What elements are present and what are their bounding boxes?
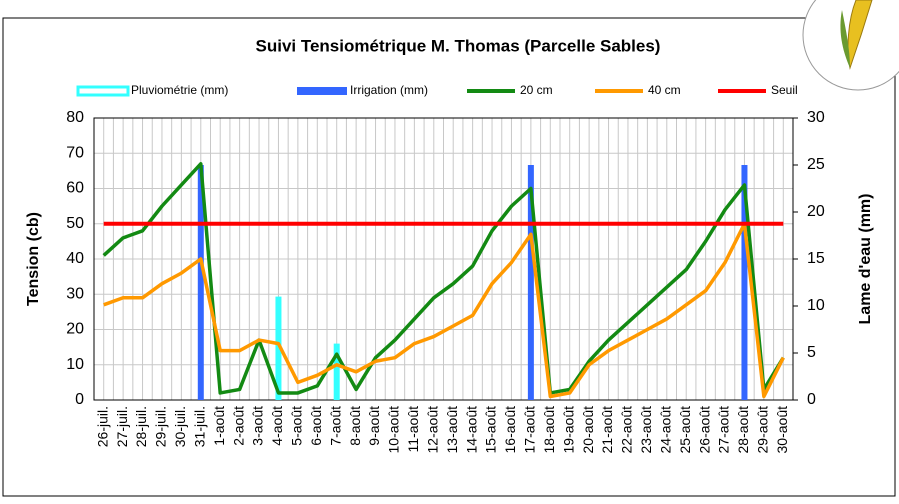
x-tick-label: 21-août [599, 406, 615, 454]
x-tick-label: 11-août [405, 406, 421, 453]
y2-tick-label: 15 [807, 250, 825, 267]
x-tick-label: 9-août [366, 406, 382, 446]
y-tick-label: 10 [66, 356, 84, 373]
x-tick-label: 30-août [774, 406, 790, 454]
x-tick-label: 29-juil. [153, 406, 169, 447]
x-tick-label: 28-juil. [133, 406, 149, 447]
chart: Suivi Tensiométrique M. Thomas (Parcelle… [0, 0, 899, 499]
x-tick-label: 5-août [289, 406, 305, 446]
x-tick-label: 12-août [424, 406, 440, 454]
x-tick-label: 23-août [638, 406, 654, 454]
y-tick-label: 70 [66, 144, 84, 161]
x-tick-label: 29-août [755, 406, 771, 454]
x-tick-label: 18-août [541, 406, 557, 454]
y2-axis-title: Lame d'eau (mm) [857, 194, 874, 325]
x-tick-label: 1-août [211, 406, 227, 446]
x-tick-label: 20-août [580, 406, 596, 454]
x-tick-label: 3-août [250, 406, 266, 446]
legend-label: Irrigation (mm) [350, 83, 428, 97]
y-tick-label: 80 [66, 109, 84, 126]
y-axis-title: Tension (cb) [25, 212, 42, 306]
x-tick-label: 26-août [696, 406, 712, 454]
legend-swatch [78, 87, 128, 95]
x-tick-label: 2-août [230, 406, 246, 446]
y2-tick-label: 20 [807, 203, 825, 220]
legend-label: Pluviométrie (mm) [131, 83, 228, 97]
x-tick-label: 31-juil. [191, 406, 207, 447]
x-tick-label: 17-août [522, 406, 538, 454]
y-tick-label: 40 [66, 250, 84, 267]
y2-tick-label: 30 [807, 109, 825, 126]
y-tick-label: 50 [66, 215, 84, 232]
x-tick-label: 27-juil. [114, 406, 130, 447]
y2-tick-label: 0 [807, 391, 816, 408]
x-tick-label: 30-juil. [172, 406, 188, 447]
legend-swatch [297, 87, 347, 95]
x-tick-label: 15-août [483, 406, 499, 454]
legend-label: 20 cm [520, 83, 553, 97]
y-tick-label: 60 [66, 180, 84, 197]
x-tick-label: 16-août [502, 406, 518, 454]
x-tick-label: 8-août [347, 406, 363, 446]
legend-label: Seuil [771, 83, 798, 97]
x-tick-label: 4-août [269, 406, 285, 446]
x-tick-label: 19-août [560, 406, 576, 454]
bar [334, 344, 340, 400]
y-tick-label: 20 [66, 321, 84, 338]
y-tick-label: 30 [66, 285, 84, 302]
x-tick-label: 24-août [657, 406, 673, 454]
x-tick-label: 14-août [463, 406, 479, 454]
y2-tick-label: 25 [807, 156, 825, 173]
x-tick-label: 13-août [444, 406, 460, 454]
x-tick-label: 6-août [308, 406, 324, 446]
x-tick-label: 22-août [619, 406, 635, 454]
x-tick-label: 27-août [716, 406, 732, 454]
x-tick-label: 7-août [327, 406, 343, 446]
x-tick-label: 10-août [386, 406, 402, 454]
x-tick-label: 26-juil. [94, 406, 110, 447]
y-tick-label: 0 [75, 391, 84, 408]
x-tick-label: 25-août [677, 406, 693, 454]
y2-tick-label: 5 [807, 344, 816, 361]
legend-label: 40 cm [648, 83, 681, 97]
chart-title: Suivi Tensiométrique M. Thomas (Parcelle… [256, 36, 661, 55]
y2-tick-label: 10 [807, 297, 825, 314]
x-tick-label: 28-août [735, 406, 751, 454]
